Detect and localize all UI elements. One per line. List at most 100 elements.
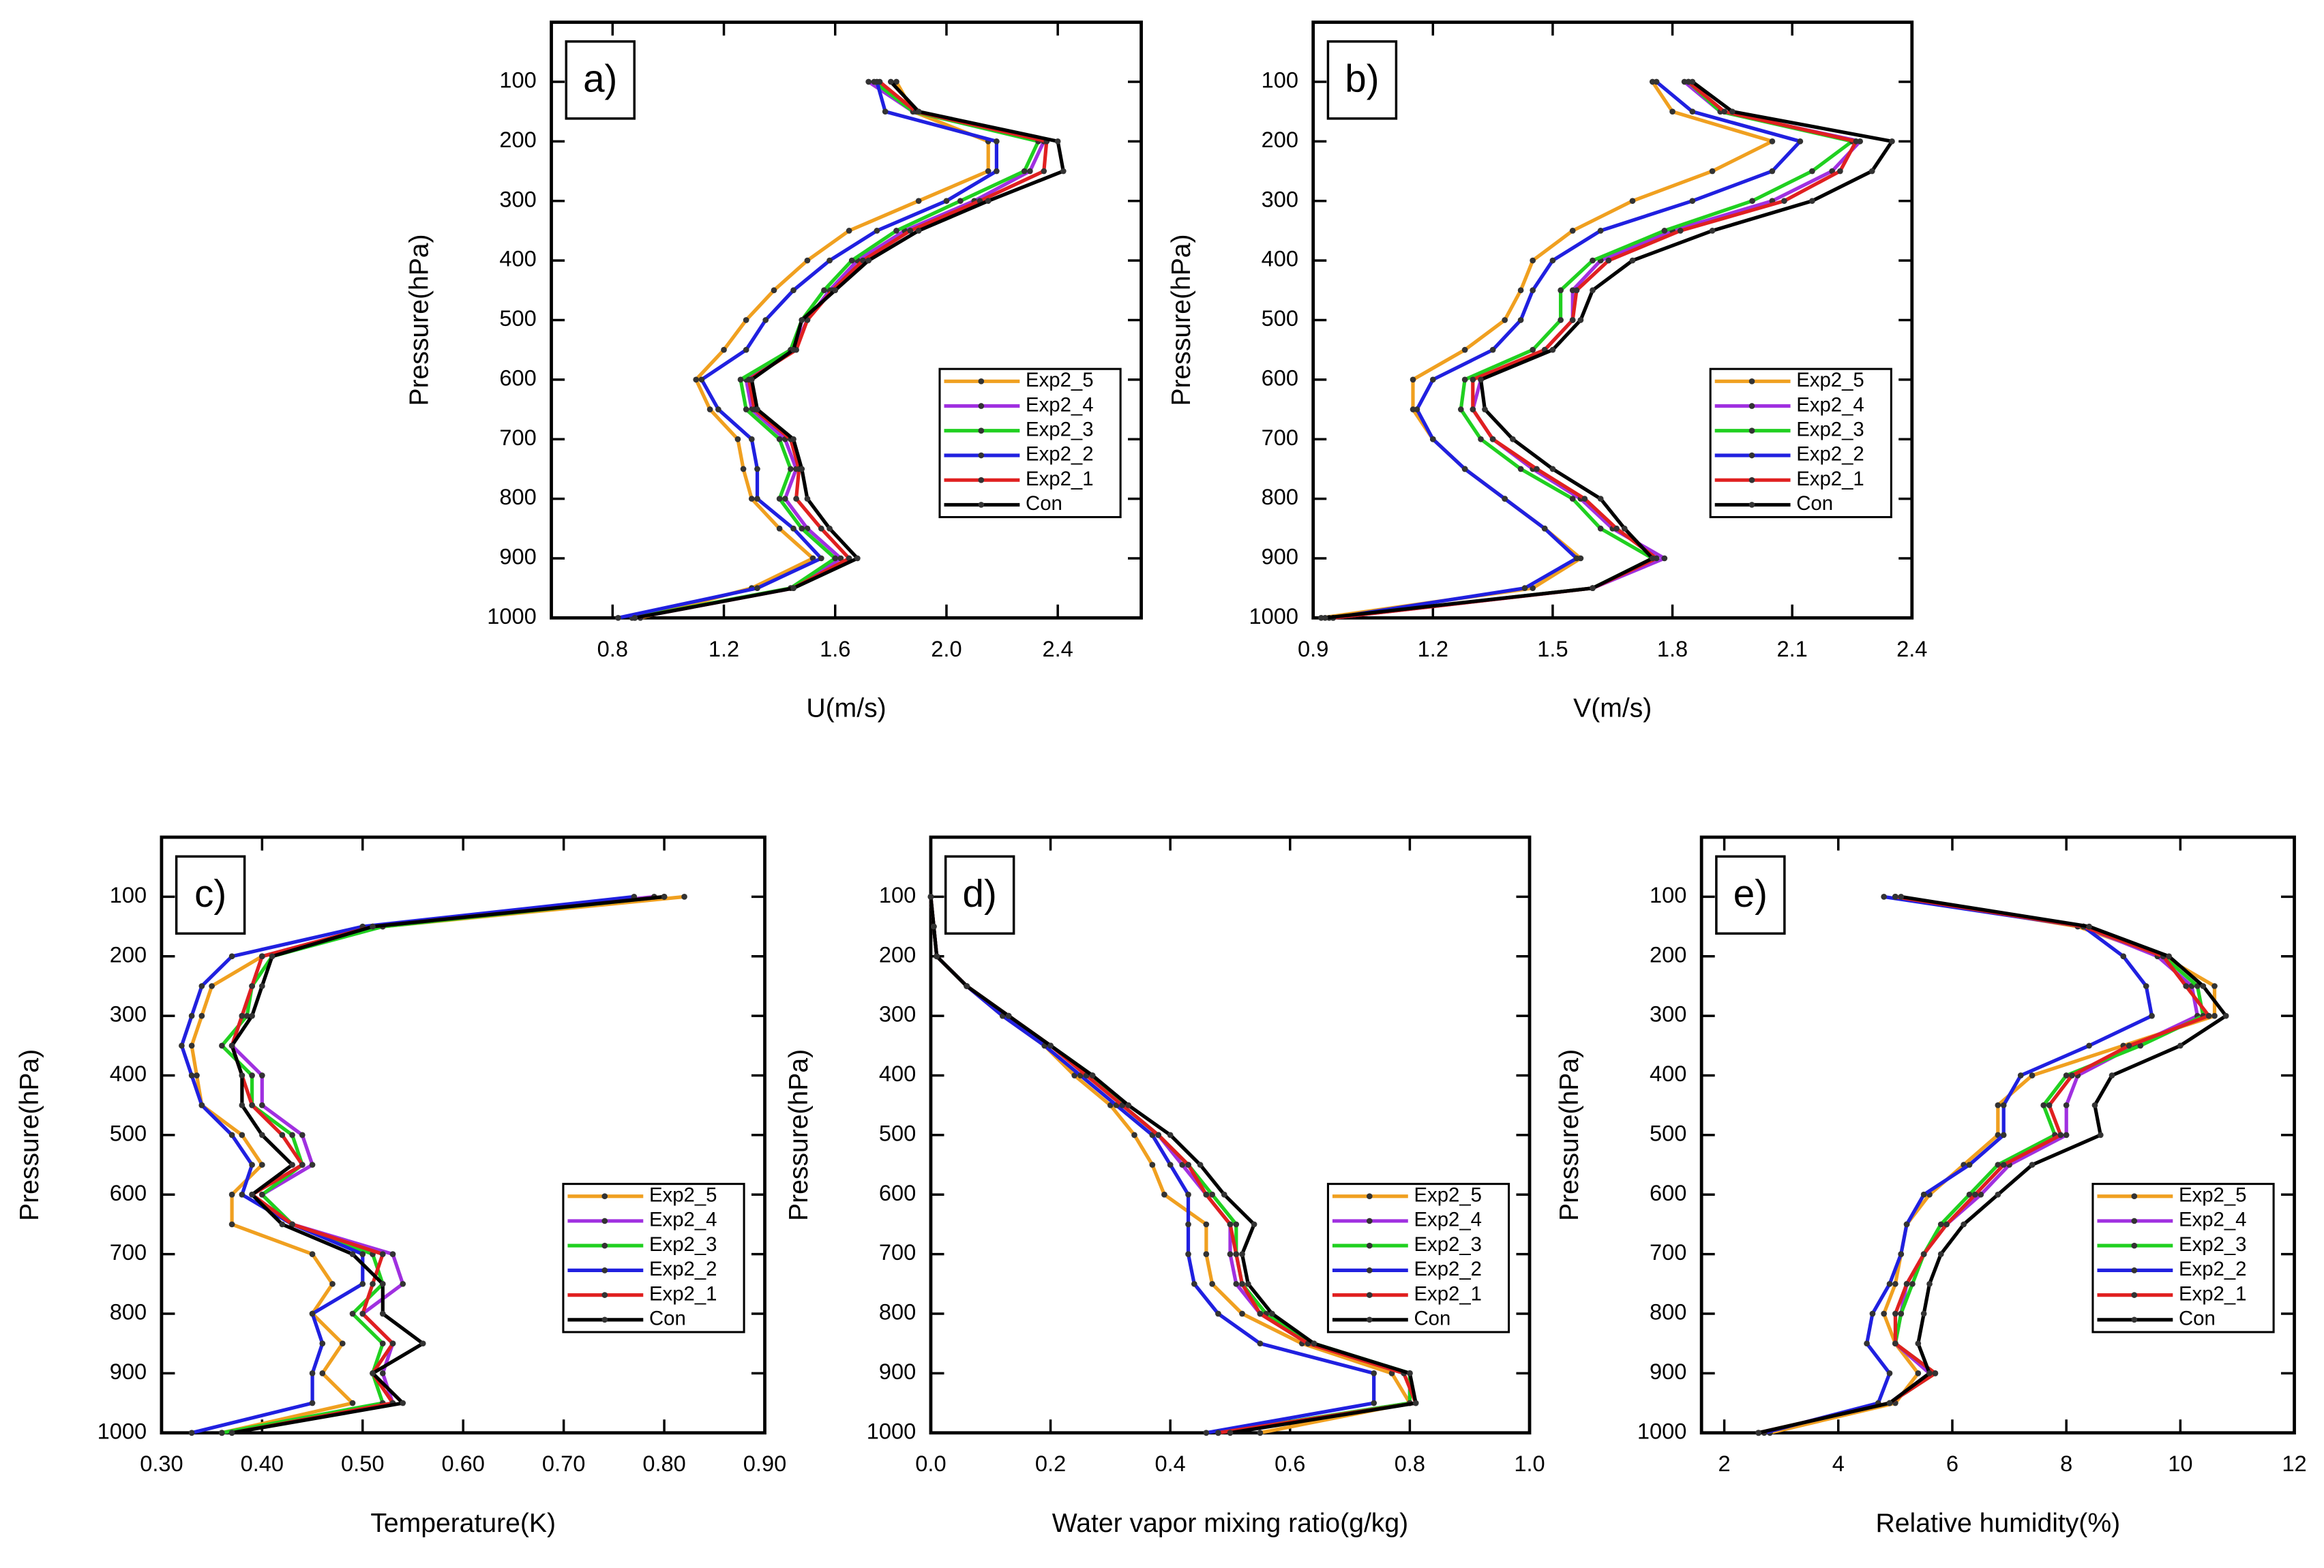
series-marker — [2205, 1012, 2212, 1019]
panel-label-box — [565, 40, 636, 120]
y-tick-label: 200 — [879, 941, 916, 967]
series-marker — [1581, 496, 1588, 502]
series-marker — [258, 1072, 265, 1079]
series-marker — [790, 287, 796, 294]
series-marker — [1311, 1340, 1317, 1347]
series-marker — [389, 1251, 396, 1257]
series-marker — [279, 1221, 286, 1228]
panel: 0.30 0.40 0.50 0.60 0.70 0.80 0.90 100 200 300 400… — [15, 835, 786, 1538]
series-marker — [698, 376, 705, 383]
series-marker — [754, 466, 760, 472]
series-marker — [1407, 1370, 1413, 1376]
series-marker — [1322, 614, 1328, 621]
series-marker — [249, 983, 255, 989]
series-marker — [1558, 317, 1564, 323]
series-marker — [198, 1012, 205, 1019]
series-marker — [1689, 78, 1696, 85]
y-tick-label: 100 — [499, 67, 536, 93]
panel-label-box — [944, 855, 1015, 935]
series-marker — [1530, 346, 1536, 353]
series-marker — [1966, 1191, 1973, 1198]
series-marker — [1573, 555, 1580, 562]
series-marker — [1995, 1102, 2001, 1109]
series-marker — [1915, 1370, 1922, 1376]
series-marker — [1203, 1430, 1210, 1436]
legend-label: Exp2_2 — [1796, 443, 1864, 466]
legend-label: Exp2_5 — [1414, 1183, 1481, 1206]
series-marker — [1649, 555, 1656, 562]
panel-label-box — [175, 855, 246, 935]
series-marker — [994, 138, 1000, 145]
series-marker — [1167, 1162, 1174, 1168]
legend-marker — [601, 1316, 608, 1323]
series-marker — [748, 376, 755, 383]
series-marker — [1461, 376, 1468, 383]
series-marker — [228, 953, 235, 960]
series-marker — [1191, 1280, 1197, 1287]
series-marker — [419, 1340, 426, 1347]
series-line — [1758, 894, 2205, 1435]
y-tick-label: 700 — [499, 425, 536, 450]
series-marker — [893, 228, 899, 234]
series-marker — [309, 1400, 316, 1406]
series-marker — [907, 228, 914, 234]
series-marker — [2057, 1132, 2064, 1139]
series-marker — [1864, 1340, 1870, 1347]
series-marker — [1227, 1251, 1234, 1257]
series-marker — [1203, 1221, 1210, 1228]
y-tick-label: 1000 — [98, 1418, 147, 1443]
series-marker — [309, 1310, 316, 1317]
legend-label: Exp2_5 — [1026, 369, 1093, 391]
y-tick-label: 600 — [1262, 365, 1298, 390]
series-marker — [258, 1132, 265, 1139]
series-line — [634, 80, 1049, 620]
series-marker — [1729, 108, 1735, 115]
series-marker — [258, 1191, 265, 1198]
series-marker — [219, 1430, 225, 1436]
x-tick-label: 0.4 — [1155, 1451, 1186, 1476]
legend-label: Exp2_1 — [1026, 468, 1093, 490]
series-marker — [329, 1280, 336, 1287]
series-line — [1769, 894, 2217, 1435]
y-tick-label: 500 — [499, 305, 536, 331]
series-marker — [258, 983, 265, 989]
panel: 0.0 0.2 0.4 0.6 0.8 1.0 100 200 300 400 500 600 700 8… — [784, 835, 1545, 1538]
series-marker — [1937, 1251, 1944, 1257]
series-marker — [1410, 376, 1416, 383]
legend-box — [938, 367, 1122, 519]
series-marker — [1221, 1191, 1227, 1198]
series-marker — [258, 1102, 265, 1109]
series-marker — [1769, 168, 1776, 175]
legend-label: Exp2_3 — [2179, 1233, 2246, 1256]
series-marker — [934, 953, 940, 960]
series-marker — [243, 1012, 250, 1019]
y-tick-label: 400 — [110, 1061, 147, 1086]
series-marker — [1060, 168, 1067, 175]
series-marker — [790, 436, 796, 442]
series-marker — [2063, 1132, 2070, 1139]
series-marker — [309, 1162, 316, 1168]
series-marker — [837, 555, 844, 562]
series-marker — [1549, 466, 1556, 472]
series-marker — [1915, 1340, 1922, 1347]
series-marker — [1215, 1310, 1221, 1317]
series-marker — [1489, 436, 1496, 442]
series-marker — [228, 1042, 235, 1049]
series-marker — [1898, 1310, 1905, 1317]
series-marker — [1149, 1162, 1156, 1168]
series-marker — [194, 1072, 200, 1079]
series-line — [221, 894, 655, 1435]
series-marker — [799, 317, 805, 323]
series-marker — [379, 1251, 386, 1257]
series-marker — [1161, 1191, 1167, 1198]
series-marker — [2000, 1132, 2007, 1139]
y-tick-label: 700 — [1650, 1239, 1686, 1265]
series-marker — [1886, 1280, 1893, 1287]
series-marker — [874, 228, 880, 234]
y-tick-label: 100 — [1650, 882, 1686, 907]
series-marker — [748, 496, 755, 502]
x-tick-label: 2.4 — [1043, 636, 1073, 661]
